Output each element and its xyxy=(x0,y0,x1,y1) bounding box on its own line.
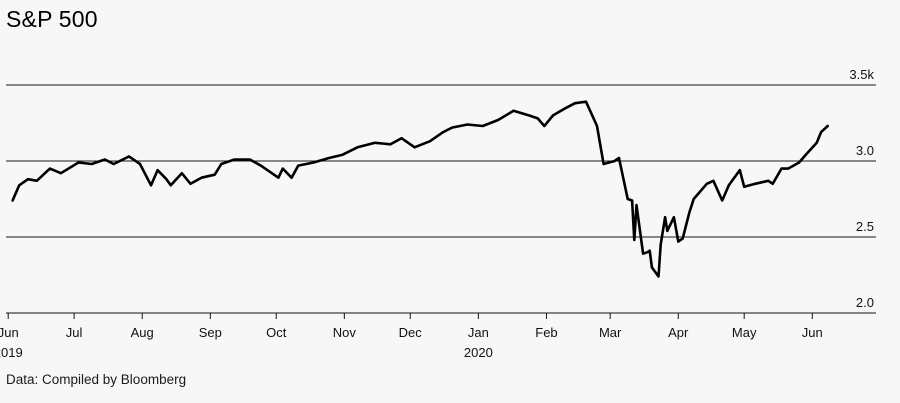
series-line-sp500 xyxy=(11,100,829,278)
x-tick-year-label: 2019 xyxy=(0,345,23,360)
x-tick-label: Aug xyxy=(131,325,154,340)
x-tick-label: Jul xyxy=(66,325,83,340)
x-tick-label: May xyxy=(732,325,757,340)
x-tick-label: Jun xyxy=(0,325,19,340)
series-lines xyxy=(11,100,829,278)
x-tick-label: Oct xyxy=(266,325,287,340)
chart-title: S&P 500 xyxy=(6,6,98,32)
y-axis-ticks: 3.5k 3.0 2.5 2.0 xyxy=(849,67,874,310)
y-tick-label: 3.0 xyxy=(856,143,874,158)
source-note: Data: Compiled by Bloomberg xyxy=(6,372,187,387)
x-tick-label: Jun xyxy=(802,325,823,340)
y-tick-label: 2.5 xyxy=(856,219,874,234)
x-tick-year-label: 2020 xyxy=(464,345,493,360)
x-tick-label: Sep xyxy=(199,325,222,340)
y-tick-label: 3.5k xyxy=(849,67,874,82)
x-tick-label: Feb xyxy=(535,325,557,340)
x-tick-label: Mar xyxy=(599,325,622,340)
x-tick-label: Apr xyxy=(668,325,689,340)
x-tick-label: Nov xyxy=(333,325,357,340)
x-axis: Jun 2019 Jul Aug Sep Oct Nov Dec Jan 2020 Feb Mar Ap… xyxy=(0,312,876,360)
grid-lines xyxy=(6,84,876,238)
y-tick-label: 2.0 xyxy=(856,295,874,310)
x-tick-label: Jan xyxy=(468,325,489,340)
x-tick-label: Dec xyxy=(399,325,423,340)
